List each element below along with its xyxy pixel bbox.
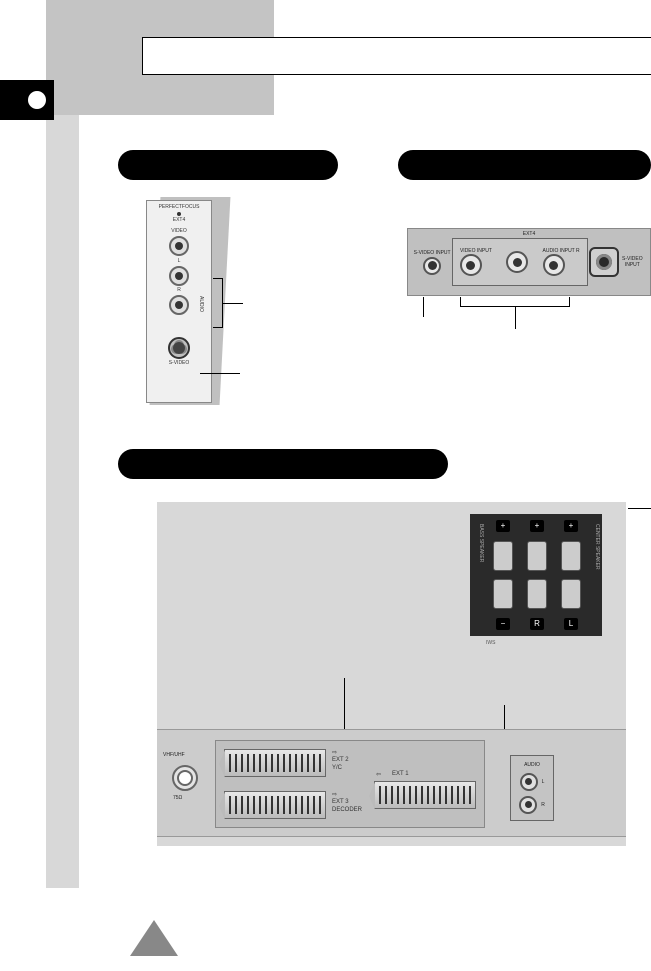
scart-ext1 [374, 781, 476, 809]
callout-line-svideo [200, 373, 240, 374]
video-in-label: VIDEO INPUT [460, 248, 492, 254]
section-heading-2 [398, 150, 651, 180]
spk-term-2b [527, 579, 547, 609]
callout-line-audio [223, 303, 243, 304]
section-heading-1 [118, 150, 338, 180]
rca-group-box: VIDEO INPUT AUDIO INPUT R [452, 238, 588, 286]
audio-vertical-label: AUDIO [198, 296, 203, 312]
page-edge-marker [0, 80, 54, 120]
center-speaker-label: CENTER SPEAKER [588, 524, 600, 570]
audio-out-l-socket [520, 773, 538, 791]
video-in-socket [460, 254, 482, 276]
callout-line-3b [504, 705, 505, 730]
scart-ext3 [224, 791, 326, 819]
ext3-sub-label: DECODER [332, 807, 362, 813]
rear-connector-strip: VHF/UHF 75Ω ⇨ EXT 2 Y/C ⇨ EXT 3 DECODER … [157, 729, 626, 837]
spk-term-1b [493, 579, 513, 609]
callout-line-2b [515, 307, 516, 329]
focus-led [177, 212, 181, 216]
perfectfocus-label: PERFECTFOCUS [147, 205, 211, 210]
scart-group: ⇨ EXT 2 Y/C ⇨ EXT 3 DECODER ⇦ EXT 1 [215, 740, 485, 828]
iws-label: IWS [486, 640, 495, 646]
spk-plus-2: + [530, 520, 544, 532]
callout-bracket-audio [213, 278, 223, 328]
spk-plus-1: + [496, 520, 510, 532]
speaker-col-center: + R [518, 520, 556, 630]
ext3-label: EXT 3 [332, 799, 349, 805]
rear-panel-illustration: BASS SPEAKER + − + R + L CENTER SPEAKER … [157, 502, 626, 846]
arrow-icon-2: ⇨ [332, 791, 337, 798]
callout-line-2a [423, 297, 424, 317]
section-heading-3 [118, 449, 448, 479]
audio-l-label: L [178, 259, 181, 264]
video-label: VIDEO [147, 229, 211, 234]
scart-ext2 [224, 749, 326, 777]
spk-l: L [564, 618, 578, 630]
ext2-label: EXT 2 [332, 757, 349, 763]
svideo-in-label: S-VIDEO INPUT [414, 250, 451, 256]
arrow-icon-1: ⇨ [332, 749, 337, 756]
side-panel-sockets: S-VIDEO INPUT VIDEO INPUT AUDIO INPUT R … [413, 234, 645, 290]
chapter-title-box [142, 37, 651, 75]
audio-out-l-label: L [542, 779, 545, 785]
antenna-socket [172, 765, 198, 791]
audio-l-rca-socket [169, 266, 189, 286]
page-continue-triangle-icon [130, 920, 178, 956]
speaker-col-bass: + − [484, 520, 522, 630]
speaker-col-3: + L [552, 520, 590, 630]
side-panel-illustration: EXT4 S-VIDEO INPUT VIDEO INPUT AUDIO INP… [407, 228, 651, 296]
audio-out-r-socket [519, 796, 537, 814]
ext1-label: EXT 1 [392, 771, 409, 777]
headphone-socket [423, 257, 441, 275]
vhf-uhf-label: VHF/UHF [163, 752, 185, 758]
svideo-square-socket [589, 247, 619, 277]
spk-term-3a [561, 541, 581, 571]
page-dot [28, 91, 46, 109]
audio-in-l-socket [506, 251, 528, 273]
audio-in-r-label: AUDIO INPUT R [543, 248, 580, 254]
ext1-arrow-icon: ⇦ [376, 771, 381, 778]
spk-minus-1: − [496, 618, 510, 630]
audio-out-top: AUDIO [524, 762, 540, 768]
svideo-label: S-VIDEO [147, 361, 211, 366]
ext4-label: EXT4 [147, 218, 211, 223]
callout-line-spk-h [628, 508, 651, 509]
audio-in-r-socket [543, 254, 565, 276]
speaker-terminal-panel: BASS SPEAKER + − + R + L CENTER SPEAKER … [470, 514, 602, 636]
spk-r: R [530, 618, 544, 630]
callout-line-3a [344, 678, 345, 730]
spk-term-1a [493, 541, 513, 571]
75ohm-label: 75Ω [173, 795, 182, 801]
spk-term-2a [527, 541, 547, 571]
spk-plus-3: + [564, 520, 578, 532]
video-rca-socket [169, 236, 189, 256]
svideo-pins [173, 342, 185, 354]
callout-bracket-2 [460, 297, 570, 307]
ext2-sub-label: Y/C [332, 765, 342, 771]
audio-r-label: R [147, 288, 211, 293]
audio-out-r-label: R [541, 802, 545, 808]
audio-r-rca-socket [169, 295, 189, 315]
bass-speaker-label: BASS SPEAKER [472, 524, 484, 562]
spk-term-3b [561, 579, 581, 609]
svideo-socket [168, 337, 190, 359]
audio-out-block: AUDIO L R [510, 755, 554, 821]
svideo-in2-label: S-VIDEO INPUT [620, 256, 644, 268]
